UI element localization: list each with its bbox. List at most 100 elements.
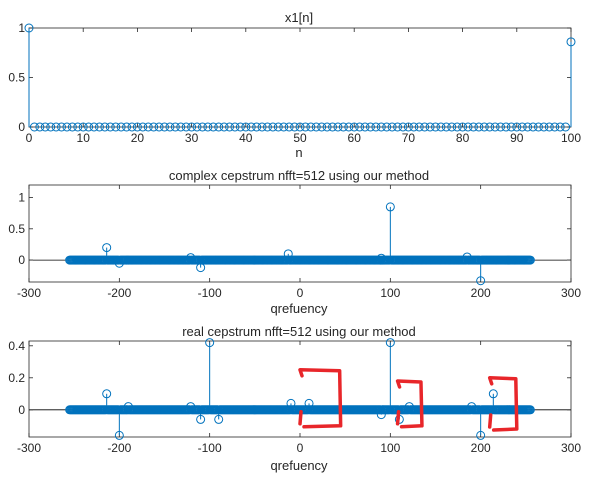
x-tick-label: -200: [107, 441, 131, 455]
panel-1-plot-area: 0 10 20 30 40 50 60 70 80 90 100 0 0.5 1: [8, 21, 581, 145]
stem-marker: [225, 122, 235, 132]
stem-marker: [512, 122, 522, 132]
x-tick-label: 100: [380, 286, 400, 300]
stem-marker: [268, 122, 278, 132]
stem-marker: [566, 37, 576, 47]
stem-marker: [523, 122, 533, 132]
stem-marker: [398, 122, 408, 132]
stem-marker: [387, 122, 397, 132]
x-tick-label: -100: [198, 286, 222, 300]
panel-1-xlabel: n: [295, 145, 302, 160]
stem-marker: [208, 122, 218, 132]
x-tick-label: 0: [26, 131, 33, 145]
stem-marker: [170, 122, 180, 132]
stem-marker: [333, 122, 343, 132]
stem-marker: [127, 122, 137, 132]
panel-2-axes-box: [28, 184, 572, 283]
annotation-layer: [298, 368, 519, 432]
stem-marker: [181, 122, 191, 132]
stem-marker: [517, 122, 527, 132]
stem-marker: [24, 23, 34, 33]
panel-3-xlabel: qrefuency: [270, 458, 328, 473]
stem-marker: [476, 276, 486, 286]
stem-marker: [192, 122, 202, 132]
x-tick-label: 90: [510, 131, 524, 145]
stem-marker: [257, 122, 267, 132]
stem-marker: [528, 122, 538, 132]
stem-marker: [290, 122, 300, 132]
stem-marker: [94, 122, 104, 132]
x-tick-label: 0: [297, 286, 304, 300]
stem-marker: [365, 122, 375, 132]
stem-marker: [196, 414, 206, 424]
x-tick-label: 30: [185, 131, 199, 145]
stem-marker: [376, 122, 386, 132]
stem-marker: [241, 122, 251, 132]
stem-marker: [539, 122, 549, 132]
y-tick-label: 0.5: [8, 71, 25, 85]
stem-marker: [409, 122, 419, 132]
stem-marker: [306, 122, 316, 132]
stem-marker: [138, 122, 148, 132]
stem-marker: [441, 122, 451, 132]
stem-marker: [403, 122, 413, 132]
stem-marker: [490, 122, 500, 132]
hand-drawn-box: [487, 376, 519, 432]
stem-marker: [463, 122, 473, 132]
stem-marker: [235, 122, 245, 132]
panel-2: complex cepstrum nfft=512 using our meth…: [8, 168, 581, 316]
stem-marker: [328, 122, 338, 132]
stem-marker: [205, 338, 215, 348]
panel-2-title: complex cepstrum nfft=512 using our meth…: [169, 168, 429, 183]
panel-3: real cepstrum nfft=512 using our method …: [8, 324, 581, 473]
stem-marker: [420, 122, 430, 132]
x-tick-label: 70: [402, 131, 416, 145]
stem-marker: [525, 405, 535, 415]
stem-marker: [436, 122, 446, 132]
panel-1: x1[n] n 0 10 20 30 40 50 60 70 80 90 100 0 0.5 1: [8, 10, 581, 160]
stem-marker: [111, 122, 121, 132]
stem-marker: [496, 122, 506, 132]
stem-marker: [476, 430, 486, 440]
x-tick-label: 300: [561, 441, 581, 455]
stem-marker: [197, 122, 207, 132]
stem-marker: [132, 122, 142, 132]
panel-3-title: real cepstrum nfft=512 using our method: [182, 324, 416, 339]
stem-marker: [447, 122, 457, 132]
stem-marker: [458, 122, 468, 132]
x-tick-label: 100: [380, 441, 400, 455]
stem-marker: [84, 122, 94, 132]
stem-marker: [29, 122, 39, 132]
panel-1-axes-box: [28, 27, 572, 128]
stem-marker: [214, 414, 224, 424]
stem-marker: [273, 122, 283, 132]
panel-2-xlabel: qrefuency: [270, 301, 328, 316]
stem-marker: [160, 122, 169, 132]
y-tick-label: 1: [18, 21, 25, 35]
stem-marker: [165, 122, 175, 132]
stem-marker: [246, 122, 256, 132]
stem-marker: [555, 122, 565, 132]
stem-marker: [102, 243, 112, 253]
stem-marker: [35, 122, 45, 132]
stem-marker: [279, 122, 289, 132]
panel-2-plot-area: -300 -200 -100 0 100 200 300 0 0.5 1: [8, 184, 581, 300]
stem-marker: [385, 338, 395, 348]
stem-marker: [393, 122, 403, 132]
stem-marker: [122, 122, 132, 132]
stem-marker: [40, 122, 50, 132]
stem-marker: [176, 122, 186, 132]
stem-marker: [550, 122, 560, 132]
stem-marker: [382, 122, 392, 132]
y-tick-label: 0: [18, 253, 25, 267]
stem-marker: [300, 122, 310, 132]
stem-marker: [51, 122, 61, 132]
stem-marker: [349, 122, 359, 132]
hand-drawn-box: [298, 368, 343, 429]
x-tick-label: -300: [17, 441, 41, 455]
y-tick-label: 0.4: [8, 339, 25, 353]
stem-marker: [355, 122, 365, 132]
stem-marker: [143, 122, 153, 132]
stem-marker: [485, 122, 495, 132]
